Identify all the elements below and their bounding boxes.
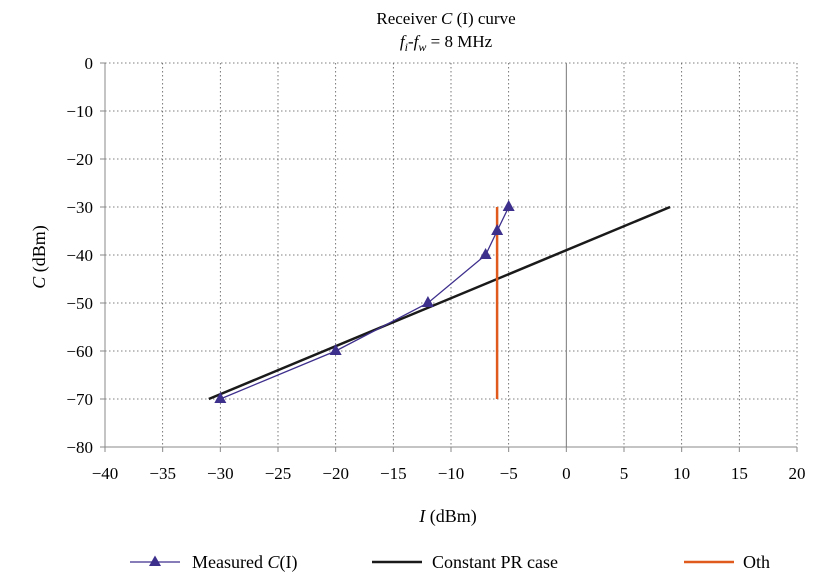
x-tick-label: 0: [562, 464, 571, 483]
x-axis-title: I (dBm): [418, 506, 477, 527]
legend-marker-triangle: [149, 555, 161, 566]
grid: [105, 63, 797, 447]
legend: Measured C(I) Constant PR case Oth: [130, 552, 770, 573]
x-tick-label: −10: [438, 464, 465, 483]
x-tick-label: −20: [322, 464, 349, 483]
y-tick-label: −60: [66, 342, 93, 361]
tick-labels: 0−10−20−30−40−50−60−70−80−40 −35 −30 −25 −20…: [66, 54, 805, 483]
y-tick-label: −80: [66, 438, 93, 457]
chart-title-line1: Receiver C (I) curve: [376, 9, 515, 28]
legend-label-oth: Oth: [743, 552, 770, 572]
series-line-measured: [220, 206, 510, 400]
data-point-measured: [491, 224, 504, 235]
legend-label-measured: Measured C(I): [192, 552, 297, 573]
x-tick-label: 15: [731, 464, 748, 483]
x-tick-label: −40: [92, 464, 119, 483]
x-tick-label: 10: [673, 464, 690, 483]
x-tick-label: −5: [500, 464, 518, 483]
data-point-measured: [214, 392, 227, 403]
y-tick-label: −70: [66, 390, 93, 409]
y-tick-label: −40: [66, 246, 93, 265]
legend-item-constant-pr: Constant PR case: [372, 552, 558, 572]
chart-title-line2: fi-fw = 8 MHz: [400, 32, 493, 54]
y-tick-label: −50: [66, 294, 93, 313]
series-layer: [208, 200, 671, 403]
x-tick-label: −15: [380, 464, 407, 483]
data-point-measured: [479, 248, 492, 259]
data-point-measured: [502, 200, 515, 211]
legend-item-oth: Oth: [684, 552, 770, 572]
y-axis-title: C (dBm): [29, 225, 50, 289]
chart-title: Receiver C (I) curve fi-fw = 8 MHz: [376, 9, 515, 54]
y-tick-label: −10: [66, 102, 93, 121]
x-tick-label: −35: [149, 464, 176, 483]
x-tick-label: 5: [620, 464, 629, 483]
y-tick-label: 0: [85, 54, 94, 73]
legend-label-constant-pr: Constant PR case: [432, 552, 558, 572]
x-tick-label: −30: [207, 464, 234, 483]
data-point-measured: [329, 344, 342, 355]
y-tick-label: −30: [66, 198, 93, 217]
legend-item-measured: Measured C(I): [130, 552, 297, 573]
series-line-constant-pr: [208, 205, 671, 401]
x-tick-label: −25: [265, 464, 292, 483]
y-tick-label: −20: [66, 150, 93, 169]
data-point-measured: [421, 296, 434, 307]
x-tick-label: 20: [789, 464, 806, 483]
